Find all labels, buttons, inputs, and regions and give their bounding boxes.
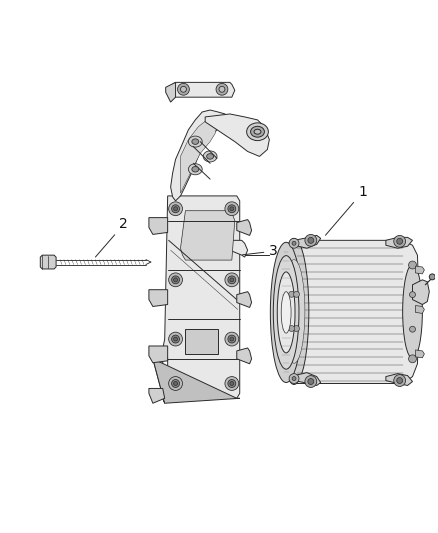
Circle shape xyxy=(289,292,294,297)
Circle shape xyxy=(289,374,299,384)
Ellipse shape xyxy=(247,123,268,141)
Polygon shape xyxy=(205,114,269,156)
Circle shape xyxy=(394,236,406,247)
Polygon shape xyxy=(230,240,247,257)
Ellipse shape xyxy=(283,260,305,364)
Polygon shape xyxy=(180,117,218,193)
Circle shape xyxy=(228,335,236,343)
Ellipse shape xyxy=(192,139,199,144)
Circle shape xyxy=(216,83,228,95)
Polygon shape xyxy=(149,346,168,363)
Ellipse shape xyxy=(254,130,261,134)
Circle shape xyxy=(169,202,183,216)
Polygon shape xyxy=(294,236,321,248)
Text: 1: 1 xyxy=(325,185,367,235)
Circle shape xyxy=(177,83,189,95)
Circle shape xyxy=(305,376,317,387)
Circle shape xyxy=(429,274,435,280)
Polygon shape xyxy=(149,290,168,306)
Text: 3: 3 xyxy=(243,244,278,258)
Circle shape xyxy=(292,241,296,245)
Circle shape xyxy=(172,205,180,213)
Circle shape xyxy=(293,326,300,332)
Polygon shape xyxy=(180,211,235,260)
Circle shape xyxy=(173,207,177,211)
Circle shape xyxy=(225,332,239,346)
Circle shape xyxy=(410,326,416,332)
Circle shape xyxy=(173,337,177,341)
Polygon shape xyxy=(237,220,251,236)
Circle shape xyxy=(173,278,177,282)
Circle shape xyxy=(308,378,314,384)
Circle shape xyxy=(169,332,183,346)
Ellipse shape xyxy=(273,256,299,369)
Circle shape xyxy=(230,207,234,211)
Circle shape xyxy=(409,261,417,269)
Ellipse shape xyxy=(188,136,202,147)
Ellipse shape xyxy=(270,243,302,383)
Circle shape xyxy=(292,377,296,381)
Circle shape xyxy=(169,377,183,390)
Circle shape xyxy=(172,379,180,387)
Polygon shape xyxy=(237,348,251,364)
Circle shape xyxy=(410,292,416,297)
Circle shape xyxy=(230,337,234,341)
Ellipse shape xyxy=(277,272,295,353)
Circle shape xyxy=(169,273,183,287)
Ellipse shape xyxy=(207,154,214,159)
Circle shape xyxy=(305,235,317,246)
Polygon shape xyxy=(163,196,240,398)
Circle shape xyxy=(172,276,180,284)
Ellipse shape xyxy=(403,264,422,358)
Polygon shape xyxy=(416,305,424,313)
Polygon shape xyxy=(185,329,218,354)
Polygon shape xyxy=(386,237,413,248)
Circle shape xyxy=(228,276,236,284)
Circle shape xyxy=(180,86,187,92)
Polygon shape xyxy=(171,83,235,97)
Polygon shape xyxy=(416,266,424,274)
Circle shape xyxy=(228,379,236,387)
Polygon shape xyxy=(40,255,56,269)
Circle shape xyxy=(308,237,314,243)
Circle shape xyxy=(394,375,406,386)
Polygon shape xyxy=(281,240,420,384)
Circle shape xyxy=(293,292,300,297)
Polygon shape xyxy=(416,350,424,358)
Circle shape xyxy=(173,382,177,385)
Circle shape xyxy=(289,238,299,248)
Ellipse shape xyxy=(192,166,199,172)
Polygon shape xyxy=(171,110,228,201)
Ellipse shape xyxy=(251,126,265,137)
Ellipse shape xyxy=(188,164,202,175)
Circle shape xyxy=(397,238,403,244)
Polygon shape xyxy=(166,83,176,102)
Polygon shape xyxy=(153,359,240,403)
Circle shape xyxy=(397,377,403,384)
Polygon shape xyxy=(149,389,165,403)
Circle shape xyxy=(230,278,234,282)
Circle shape xyxy=(228,205,236,213)
Ellipse shape xyxy=(203,151,217,162)
Ellipse shape xyxy=(279,238,309,384)
Circle shape xyxy=(289,326,294,332)
Polygon shape xyxy=(386,374,413,385)
Circle shape xyxy=(225,377,239,390)
Polygon shape xyxy=(413,280,429,304)
Circle shape xyxy=(172,335,180,343)
Text: 2: 2 xyxy=(95,217,128,257)
Circle shape xyxy=(225,202,239,216)
Polygon shape xyxy=(153,349,165,403)
Circle shape xyxy=(219,86,225,92)
Ellipse shape xyxy=(281,292,291,333)
Circle shape xyxy=(230,382,234,385)
Circle shape xyxy=(225,273,239,287)
Polygon shape xyxy=(294,373,321,385)
Polygon shape xyxy=(237,292,251,308)
Polygon shape xyxy=(149,217,168,235)
Circle shape xyxy=(409,355,417,363)
